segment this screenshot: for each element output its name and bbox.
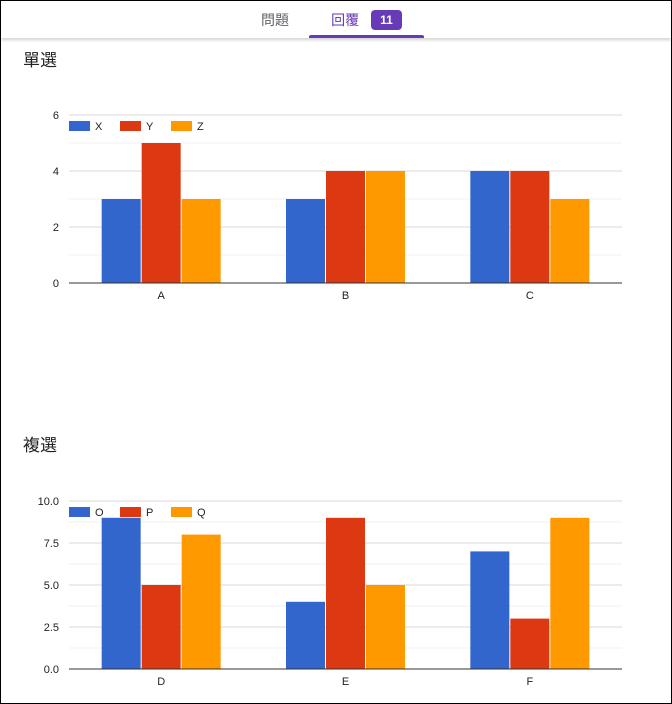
bar-A-Y[interactable] bbox=[141, 143, 181, 283]
multiple-choice-bar-chart: 0.0 2.5 5.0 7.5 10.0 D E F O P Q bbox=[38, 496, 622, 688]
tab-bar: 問題 回覆 11 bbox=[1, 1, 671, 38]
question-title-single-choice: 單選 bbox=[23, 51, 57, 70]
tab-responses-label: 回覆 bbox=[331, 11, 360, 28]
bar-D-O[interactable] bbox=[101, 517, 141, 669]
legend-label[interactable]: Q bbox=[197, 507, 206, 519]
bar-F-P[interactable] bbox=[510, 618, 550, 669]
y-tick-label: 6 bbox=[53, 110, 59, 122]
active-tab-indicator bbox=[309, 35, 424, 38]
bar-D-P[interactable] bbox=[141, 585, 181, 669]
x-tick-label: B bbox=[342, 290, 349, 302]
legend-label[interactable]: X bbox=[95, 121, 103, 133]
legend-label[interactable]: O bbox=[95, 507, 104, 519]
legend-swatch bbox=[69, 121, 90, 131]
bar-F-Q[interactable] bbox=[550, 517, 590, 669]
tab-responses[interactable]: 回覆 11 bbox=[309, 1, 424, 38]
bar-C-Y[interactable] bbox=[510, 171, 550, 283]
y-tick-label: 4 bbox=[53, 166, 59, 178]
bar-E-O[interactable] bbox=[286, 601, 325, 669]
bar-D-Q[interactable] bbox=[181, 534, 221, 669]
bar-F-O[interactable] bbox=[470, 551, 510, 669]
y-tick-label: 5.0 bbox=[44, 580, 59, 592]
x-tick-label: E bbox=[342, 676, 349, 688]
bar-A-X[interactable] bbox=[101, 199, 141, 283]
legend-swatch bbox=[171, 507, 192, 517]
x-tick-label: C bbox=[526, 290, 534, 302]
legend-swatch bbox=[120, 121, 141, 131]
y-tick-label: 10.0 bbox=[38, 496, 59, 508]
y-tick-label: 0 bbox=[53, 278, 59, 290]
x-tick-label: D bbox=[157, 676, 165, 688]
x-tick-label: F bbox=[526, 676, 533, 688]
legend-label[interactable]: Y bbox=[146, 121, 154, 133]
legend-swatch bbox=[120, 507, 141, 517]
x-tick-label: A bbox=[157, 290, 165, 302]
legend-swatch bbox=[171, 121, 192, 131]
y-tick-label: 0.0 bbox=[44, 664, 59, 676]
bar-E-P[interactable] bbox=[326, 517, 365, 669]
bar-E-Q[interactable] bbox=[366, 585, 405, 669]
tab-questions[interactable]: 問題 bbox=[237, 1, 313, 38]
bar-C-Z[interactable] bbox=[550, 199, 590, 283]
tab-questions-label: 問題 bbox=[261, 11, 289, 28]
legend-label[interactable]: P bbox=[146, 507, 153, 519]
legend-swatch bbox=[69, 507, 90, 517]
bar-B-Y[interactable] bbox=[326, 171, 365, 283]
legend-label[interactable]: Z bbox=[197, 121, 204, 133]
single-choice-bar-chart: 0 2 4 6 A B C X Y Z bbox=[53, 110, 622, 302]
bar-A-Z[interactable] bbox=[181, 199, 221, 283]
bar-B-X[interactable] bbox=[286, 199, 325, 283]
y-tick-label: 2.5 bbox=[44, 622, 59, 634]
y-tick-label: 2 bbox=[53, 222, 59, 234]
bar-B-Z[interactable] bbox=[366, 171, 405, 283]
y-tick-label: 7.5 bbox=[44, 538, 59, 550]
bar-C-X[interactable] bbox=[470, 171, 510, 283]
responses-count-badge: 11 bbox=[371, 9, 402, 30]
question-title-multiple-choice: 複選 bbox=[23, 436, 57, 455]
